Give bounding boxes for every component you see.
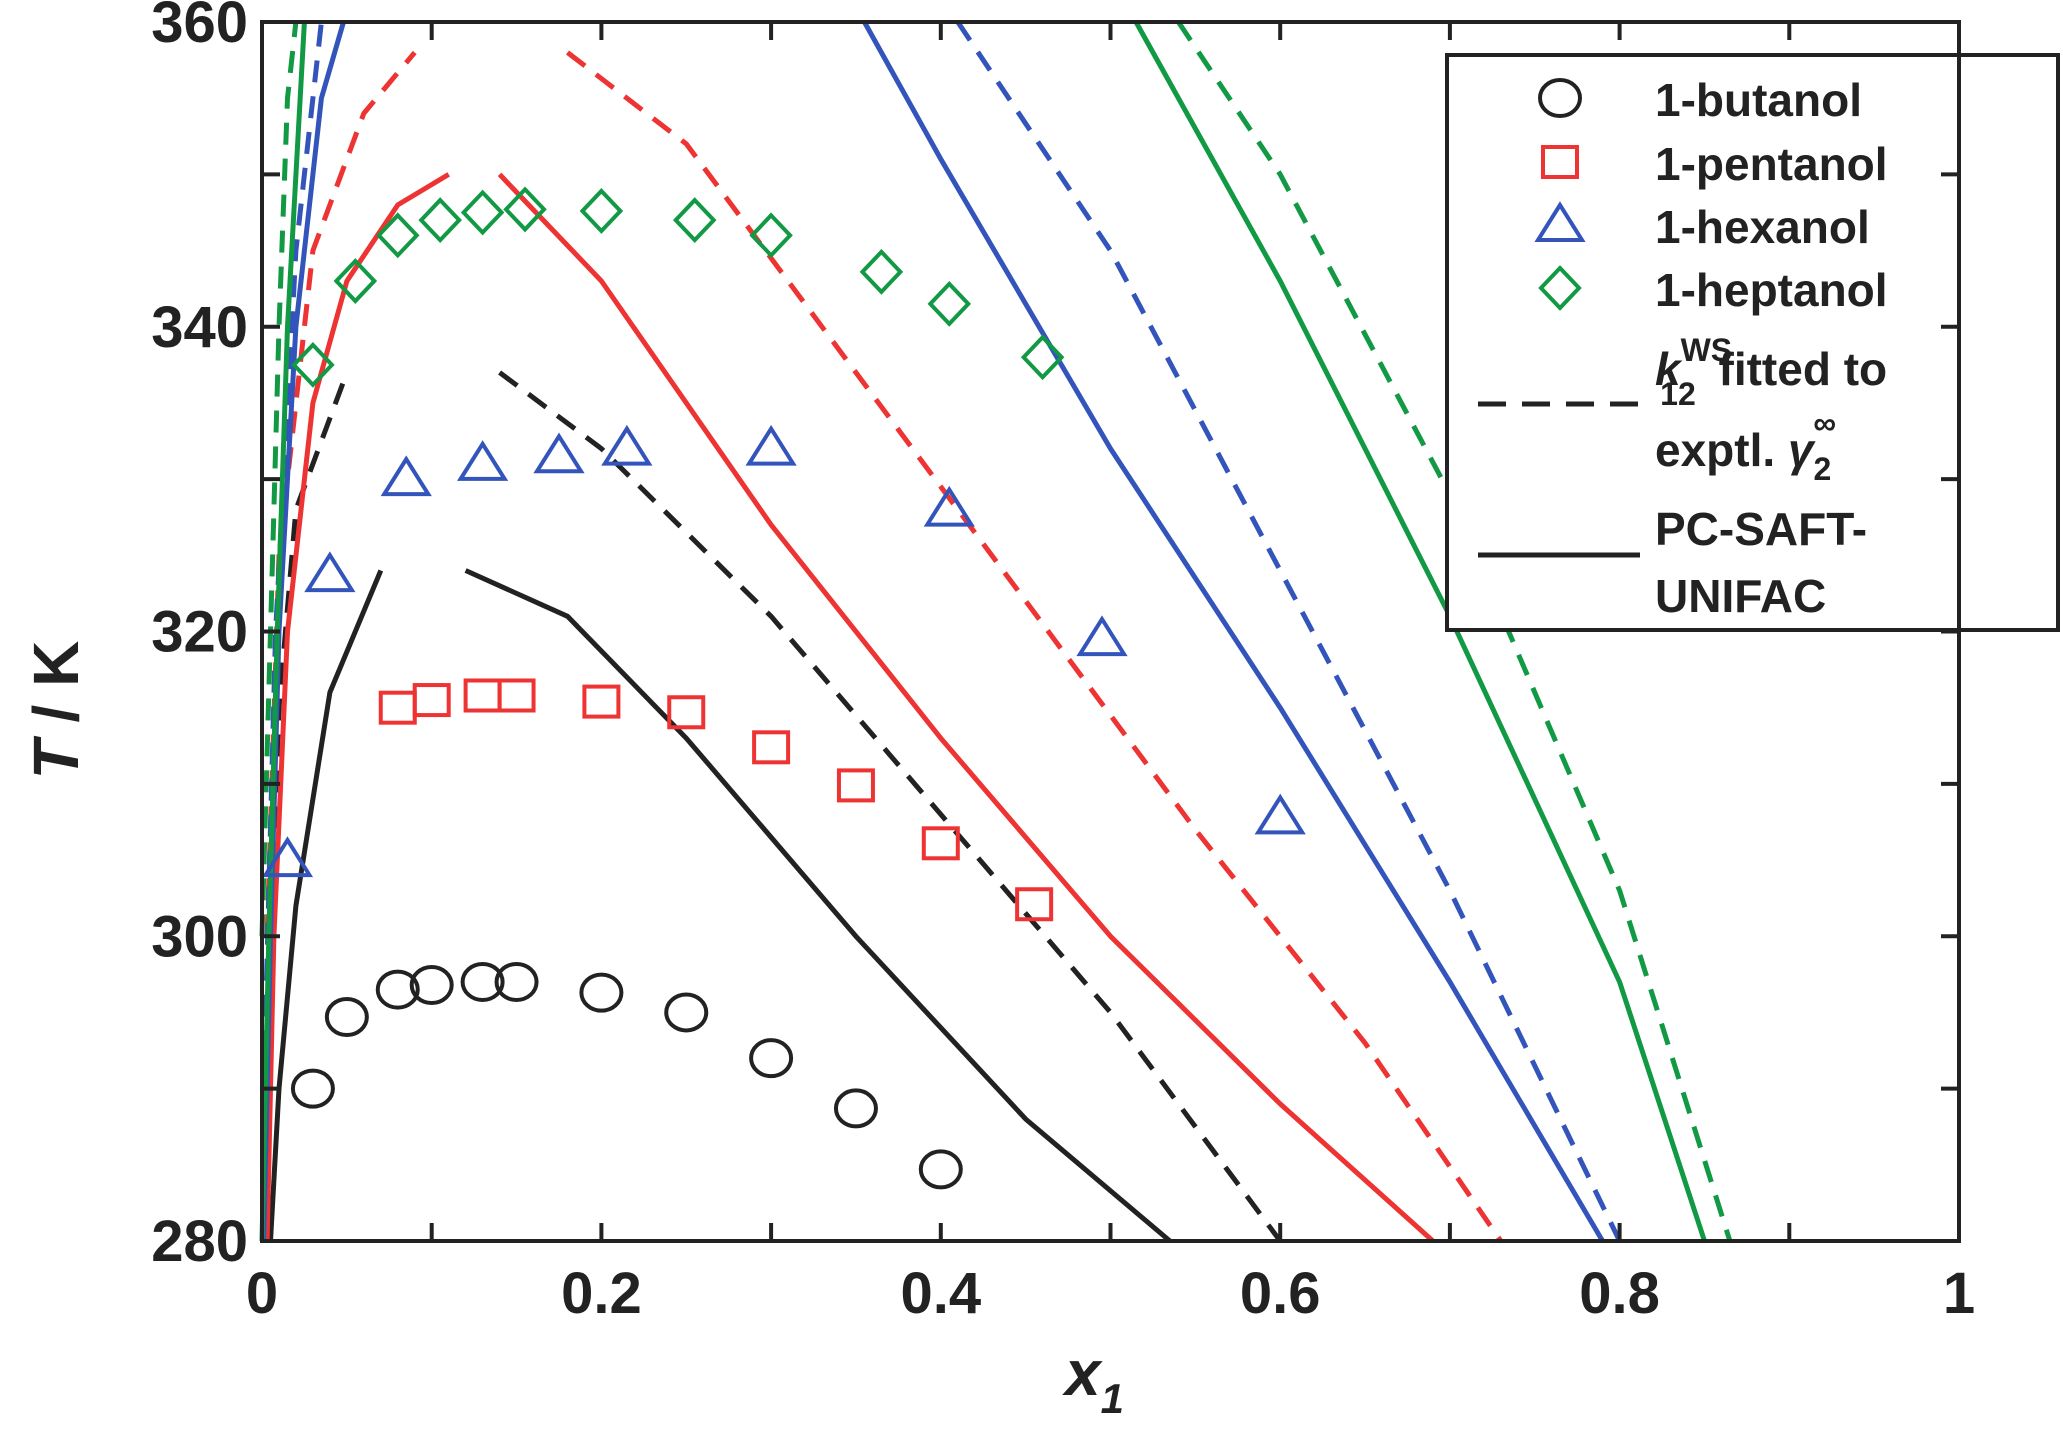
data-point-1-pentanol-7 <box>752 730 791 765</box>
data-point-1-hexanol-7 <box>745 424 797 466</box>
legend-gamma-subscript: 2 <box>1814 451 1832 487</box>
data-point-1-hexanol-1 <box>261 836 314 878</box>
data-point-1-heptanol-7 <box>579 188 624 234</box>
data-point-1-pentanol-2 <box>412 683 451 718</box>
curve-solid-1-butanol-2 <box>464 568 1172 1243</box>
legend-label-kws-line1: kWS 12 fitted to <box>1655 332 1887 412</box>
legend-label-heptanol: 1-heptanol <box>1655 264 1888 316</box>
legend-label-pcsaft-line1: PC-SAFT- <box>1655 503 1867 555</box>
data-point-1-hexanol-4 <box>456 440 509 481</box>
data-point-1-pentanol-10 <box>1015 887 1054 922</box>
legend-label-hexanol: 1-hexanol <box>1655 201 1870 253</box>
y-tick-label-4: 360 <box>151 0 248 55</box>
legend-exptl-text: exptl. <box>1655 424 1788 476</box>
y-tick-label-0: 280 <box>151 1209 248 1274</box>
y-axis-title-symbol: T <box>20 735 92 779</box>
legend-k-subscript: 12 <box>1660 376 1696 412</box>
data-point-1-heptanol-4 <box>418 197 462 243</box>
curve-solid-1-hexanol-2 <box>862 20 1605 1243</box>
legend-gamma-symbol: γ <box>1788 424 1816 476</box>
x-tick-label-2: 0.4 <box>900 1261 981 1326</box>
data-point-1-pentanol-6 <box>667 695 706 730</box>
x-axis-title: x1 <box>1062 1337 1124 1422</box>
data-point-1-heptanol-6 <box>503 186 547 233</box>
data-point-1-pentanol-9 <box>921 826 960 861</box>
y-axis-title: T / K <box>20 641 92 780</box>
legend-label-pcsaft-line2: UNIFAC <box>1655 570 1826 622</box>
data-point-1-hexanol-9 <box>1076 615 1128 657</box>
data-point-1-heptanol-10 <box>859 248 904 295</box>
legend-label-butanol: 1-butanol <box>1655 74 1862 126</box>
data-point-1-heptanol-2 <box>333 258 378 304</box>
curve-solid-1-butanol-1 <box>268 569 384 1242</box>
data-point-1-butanol-1 <box>290 1068 335 1109</box>
curve-dashed-1-hexanol-2 <box>955 20 1622 1243</box>
data-point-1-hexanol-10 <box>1254 793 1306 835</box>
x-tick-label-1: 0.2 <box>561 1261 642 1326</box>
data-point-1-pentanol-3 <box>463 678 502 713</box>
data-point-1-butanol-5 <box>460 961 505 1002</box>
y-axis-title-unit: / K <box>20 641 92 741</box>
data-point-1-hexanol-2 <box>304 551 356 593</box>
data-point-1-pentanol-1 <box>378 690 417 725</box>
x-tick-label-0: 0 <box>246 1261 278 1326</box>
curve-dashed-1-heptanol-1 <box>259 21 299 937</box>
x-tick-label-3: 0.6 <box>1240 1261 1321 1326</box>
legend-kws-rest: fitted to <box>1706 343 1887 395</box>
x-tick-label-4: 0.8 <box>1579 1261 1660 1326</box>
curve-solid-1-pentanol-2 <box>497 172 1435 1243</box>
data-point-1-heptanol-8 <box>672 197 717 243</box>
data-point-1-pentanol-8 <box>836 768 875 803</box>
legend-label-kws-line2: exptl. γ2 ∞ <box>1655 405 1836 487</box>
data-point-1-butanol-9 <box>749 1038 794 1079</box>
data-point-1-hexanol-8 <box>923 485 975 527</box>
curve-dashed-1-butanol-2 <box>498 370 1283 1243</box>
data-point-1-heptanol-11 <box>927 280 972 327</box>
data-point-1-hexanol-3 <box>380 455 432 497</box>
data-point-1-heptanol-9 <box>749 212 793 259</box>
data-point-1-butanol-11 <box>918 1149 963 1190</box>
y-tick-label-3: 340 <box>151 295 248 360</box>
y-tick-label-2: 320 <box>151 600 248 665</box>
legend-gamma-superscript: ∞ <box>1813 405 1836 441</box>
y-tick-label-1: 300 <box>151 904 248 969</box>
legend-box <box>1445 53 2060 632</box>
legend-marker-1-butanol <box>1538 78 1582 118</box>
x-axis-title-main: x <box>1062 1337 1103 1409</box>
data-point-1-hexanol-6 <box>601 424 653 466</box>
data-point-1-heptanol-1 <box>291 341 335 388</box>
legend-k-symbol: k <box>1655 343 1683 395</box>
curve-dashed-1-pentanol-2 <box>565 50 1503 1243</box>
data-point-1-butanol-8 <box>664 992 709 1033</box>
legend-marker-1-pentanol <box>1541 145 1579 179</box>
x-axis-title-sub: 1 <box>1101 1375 1124 1422</box>
data-point-1-butanol-7 <box>579 972 624 1013</box>
legend-marker-1-heptanol <box>1538 265 1582 311</box>
data-point-1-butanol-3 <box>375 969 420 1010</box>
x-tick-label-5: 1 <box>1943 1261 1975 1326</box>
legend-label-pentanol: 1-pentanol <box>1655 138 1888 190</box>
data-point-1-heptanol-5 <box>460 189 505 236</box>
data-point-1-hexanol-5 <box>533 432 585 474</box>
legend-k-superscript: WS <box>1681 332 1733 368</box>
legend-marker-1-hexanol <box>1534 201 1586 242</box>
data-point-1-heptanol-12 <box>1020 334 1065 381</box>
data-point-1-pentanol-4 <box>497 678 536 713</box>
data-point-1-heptanol-3 <box>376 212 420 259</box>
data-point-1-butanol-6 <box>494 961 539 1002</box>
data-point-1-butanol-2 <box>324 997 369 1038</box>
data-point-1-pentanol-5 <box>582 684 621 719</box>
data-point-1-butanol-4 <box>409 965 454 1006</box>
data-point-1-butanol-10 <box>833 1088 878 1129</box>
